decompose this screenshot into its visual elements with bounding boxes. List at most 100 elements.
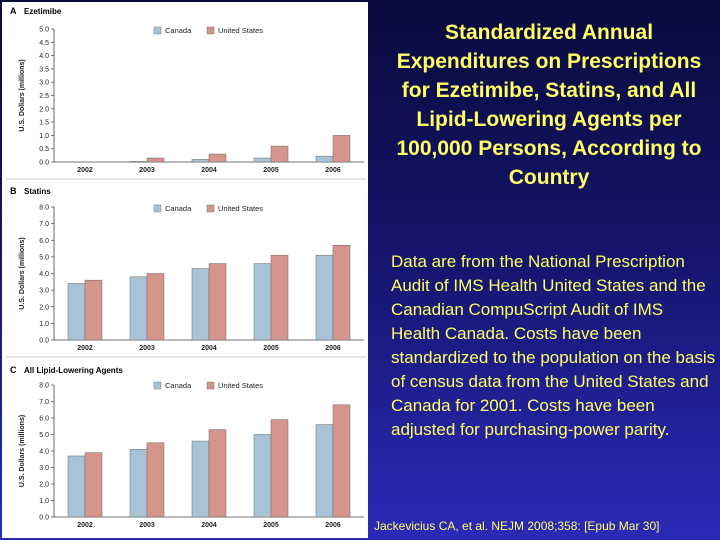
- y-tick-label: 4.0: [39, 53, 49, 60]
- x-tick-label: 2004: [201, 167, 217, 174]
- y-tick-label: 7.0: [39, 399, 49, 406]
- bar-united-states-2005: [270, 419, 289, 518]
- legend-label-united-states: United States: [218, 26, 263, 35]
- bar-united-states-2004: [208, 263, 227, 341]
- bar-canada-2003: [129, 276, 148, 341]
- y-tick-label: 1.0: [39, 133, 49, 140]
- bar-canada-2004: [191, 268, 210, 341]
- x-tick-label: 2006: [325, 522, 341, 529]
- x-tick-label: 2002: [77, 167, 93, 174]
- bar-canada-2002: [67, 283, 86, 341]
- bar-united-states-2005: [270, 254, 289, 341]
- bar-canada-2005: [253, 434, 272, 518]
- y-tick-label: 6.0: [39, 416, 49, 423]
- panel-letter: B: [10, 186, 17, 196]
- y-tick-label: 6.0: [39, 238, 49, 245]
- legend-label-canada: Canada: [165, 381, 192, 390]
- slide-citation: Jackevicius CA, et al. NEJM 2008;358: [E…: [374, 519, 660, 533]
- bar-canada-2004: [191, 159, 210, 163]
- x-tick-label: 2005: [263, 167, 279, 174]
- bar-canada-2006: [315, 424, 334, 518]
- panel-letter: C: [10, 365, 17, 375]
- legend-label-canada: Canada: [165, 26, 192, 35]
- bar-canada-2006: [315, 155, 334, 163]
- legend-label-united-states: United States: [218, 381, 263, 390]
- x-tick-label: 2006: [325, 167, 341, 174]
- y-tick-label: 1.0: [39, 498, 49, 505]
- legend-swatch-canada: [153, 204, 162, 213]
- x-tick-label: 2004: [201, 345, 217, 352]
- x-tick-label: 2002: [77, 345, 93, 352]
- legend-swatch-united-states: [206, 381, 215, 390]
- legend-swatch-canada: [153, 381, 162, 390]
- y-tick-label: 2.0: [39, 482, 49, 489]
- x-tick-label: 2006: [325, 345, 341, 352]
- legend-label-united-states: United States: [218, 204, 263, 213]
- bar-united-states-2002: [84, 452, 103, 518]
- y-tick-label: 0.5: [39, 146, 49, 153]
- y-tick-label: 3.0: [39, 465, 49, 472]
- slide-body-text: Data are from the National Prescription …: [391, 252, 716, 439]
- panel-title: Ezetimibe: [24, 7, 62, 16]
- bar-canada-2005: [253, 263, 272, 341]
- bar-canada-2004: [191, 440, 210, 518]
- y-tick-label: 2.0: [39, 304, 49, 311]
- y-axis-label: U.S. Dollars (millions): [19, 415, 26, 487]
- panel-title: Statins: [24, 187, 51, 196]
- bar-united-states-2003: [146, 157, 165, 163]
- bar-united-states-2006: [332, 404, 351, 518]
- y-tick-label: 0.0: [39, 160, 49, 167]
- y-tick-label: 4.5: [39, 40, 49, 47]
- y-tick-label: 5.0: [39, 27, 49, 34]
- legend-swatch-canada: [153, 26, 162, 35]
- chart-figure: A Ezetimibe U.S. Dollars (millions) 0.0 0.5 1…: [2, 2, 368, 538]
- legend-swatch-united-states: [206, 204, 215, 213]
- legend-label-canada: Canada: [165, 204, 192, 213]
- y-tick-label: 3.0: [39, 288, 49, 295]
- panel-title: All Lipid-Lowering Agents: [24, 366, 123, 375]
- y-tick-label: 4.0: [39, 271, 49, 278]
- x-tick-label: 2004: [201, 522, 217, 529]
- y-tick-label: 8.0: [39, 205, 49, 212]
- y-tick-label: 0.0: [39, 515, 49, 522]
- chart-panel-b: B Statins U.S. Dollars (millions) 0.0 1.0 2.0…: [6, 186, 366, 358]
- x-tick-label: 2003: [139, 167, 155, 174]
- bar-united-states-2005: [270, 145, 289, 163]
- y-tick-label: 1.0: [39, 321, 49, 328]
- y-tick-label: 5.0: [39, 254, 49, 261]
- bar-united-states-2004: [208, 429, 227, 518]
- chart-panel-a: A Ezetimibe U.S. Dollars (millions) 0.0 0.5 1…: [6, 6, 366, 180]
- y-tick-label: 4.0: [39, 449, 49, 456]
- charts-svg: A Ezetimibe U.S. Dollars (millions) 0.0 0.5 1…: [6, 6, 366, 529]
- y-tick-label: 3.5: [39, 66, 49, 73]
- y-axis-label: U.S. Dollars (millions): [19, 237, 26, 309]
- bar-united-states-2003: [146, 273, 165, 341]
- bar-united-states-2006: [332, 135, 351, 163]
- y-tick-label: 8.0: [39, 383, 49, 390]
- y-tick-label: 2.5: [39, 93, 49, 100]
- x-tick-label: 2005: [263, 522, 279, 529]
- bar-canada-2003: [129, 161, 148, 163]
- x-tick-label: 2003: [139, 522, 155, 529]
- y-tick-label: 7.0: [39, 221, 49, 228]
- bar-canada-2006: [315, 254, 334, 341]
- slide-title: Standardized Annual Expenditures on Pres…: [396, 21, 702, 189]
- bar-canada-2003: [129, 449, 148, 518]
- y-tick-label: 1.5: [39, 120, 49, 127]
- bar-united-states-2006: [332, 244, 351, 341]
- panel-letter: A: [10, 6, 17, 16]
- y-tick-label: 5.0: [39, 432, 49, 439]
- bar-united-states-2004: [208, 153, 227, 163]
- x-tick-label: 2003: [139, 345, 155, 352]
- x-tick-label: 2002: [77, 522, 93, 529]
- bar-united-states-2003: [146, 442, 165, 518]
- bar-united-states-2002: [84, 279, 103, 341]
- x-tick-label: 2005: [263, 345, 279, 352]
- bar-canada-2005: [253, 157, 272, 163]
- legend-swatch-united-states: [206, 26, 215, 35]
- chart-panel-c: C All Lipid-Lowering Agents U.S. Dollars (…: [10, 365, 364, 529]
- y-axis-label: U.S. Dollars (millions): [19, 59, 26, 131]
- y-tick-label: 0.0: [39, 338, 49, 345]
- y-tick-label: 2.0: [39, 106, 49, 113]
- bar-canada-2002: [67, 455, 86, 518]
